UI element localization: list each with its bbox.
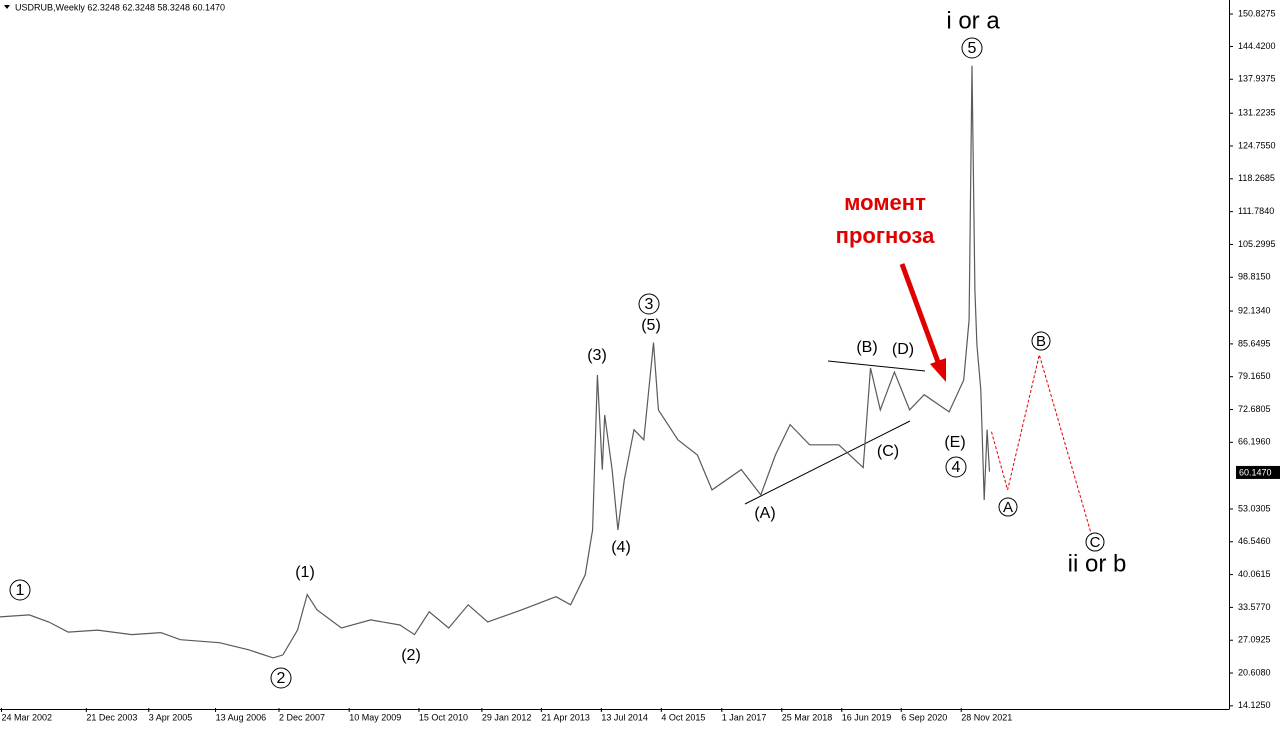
wave-circle bbox=[998, 497, 1018, 517]
wave-label: (1) bbox=[295, 564, 315, 581]
x-tick-label: 6 Sep 2020 bbox=[901, 712, 947, 722]
header-icon bbox=[4, 5, 10, 9]
x-tick-label: 29 Jan 2012 bbox=[482, 712, 532, 722]
wave-label: A bbox=[1003, 499, 1013, 516]
y-tick-label: 46.5460 bbox=[1238, 536, 1271, 546]
wave-label: (B) bbox=[856, 339, 877, 356]
wave-label: (D) bbox=[892, 341, 914, 358]
wave-label: 4 bbox=[952, 459, 961, 476]
y-tick-label: 92.1340 bbox=[1238, 305, 1271, 315]
y-tick-label: 14.1250 bbox=[1238, 700, 1271, 710]
x-tick-label: 2 Dec 2007 bbox=[279, 712, 325, 722]
wave-label: B bbox=[1036, 333, 1046, 350]
forecast-arrowhead bbox=[930, 358, 946, 382]
x-tick-label: 13 Aug 2006 bbox=[216, 712, 267, 722]
y-tick-label: 137.9375 bbox=[1238, 74, 1276, 84]
x-tick-label: 21 Apr 2013 bbox=[541, 712, 590, 722]
forecast-note: прогноза bbox=[836, 223, 935, 248]
y-tick-label: 53.0305 bbox=[1238, 503, 1271, 513]
wave-degree-label: ii or b bbox=[1068, 550, 1127, 577]
x-tick-label: 10 May 2009 bbox=[349, 712, 401, 722]
current-price-box bbox=[1236, 465, 1280, 479]
x-tick-label: 13 Jul 2014 bbox=[601, 712, 648, 722]
wave-label: 2 bbox=[277, 670, 286, 687]
forecast-arrow bbox=[899, 263, 941, 363]
wave-circle bbox=[1085, 532, 1105, 552]
wave-circle bbox=[945, 456, 967, 478]
x-tick-label: 28 Nov 2021 bbox=[961, 712, 1012, 722]
y-tick-label: 118.2685 bbox=[1238, 173, 1275, 183]
y-tick-label: 111.7840 bbox=[1238, 206, 1274, 216]
y-tick-label: 98.8150 bbox=[1238, 272, 1271, 282]
forecast-note: момент bbox=[844, 190, 926, 215]
x-tick-label: 25 Mar 2018 bbox=[782, 712, 833, 722]
wave-label: (4) bbox=[611, 539, 631, 556]
y-tick-label: 144.4200 bbox=[1238, 41, 1276, 51]
y-tick-label: 124.7550 bbox=[1238, 140, 1276, 150]
x-tick-label: 24 Mar 2002 bbox=[1, 712, 52, 722]
x-tick-label: 21 Dec 2003 bbox=[86, 712, 137, 722]
y-tick-label: 40.0615 bbox=[1238, 569, 1271, 579]
y-tick-label: 131.2235 bbox=[1238, 108, 1276, 118]
triangle-upper-line bbox=[827, 360, 926, 372]
wave-circle bbox=[270, 667, 292, 689]
y-tick-label: 20.6080 bbox=[1238, 667, 1271, 677]
y-tick-label: 66.1960 bbox=[1238, 437, 1271, 447]
y-tick-label: 27.0925 bbox=[1238, 635, 1271, 645]
y-tick-label: 72.6805 bbox=[1238, 404, 1271, 414]
wave-label: (3) bbox=[587, 347, 607, 364]
wave-label: (5) bbox=[641, 317, 661, 334]
wave-circle bbox=[9, 579, 31, 601]
wave-label: 3 bbox=[645, 296, 654, 313]
wave-label: (A) bbox=[754, 505, 775, 522]
wave-degree-label: i or a bbox=[946, 7, 1000, 34]
wave-label: (2) bbox=[401, 647, 421, 664]
triangle-lower-line bbox=[744, 420, 911, 505]
y-tick-label: 150.8275 bbox=[1238, 8, 1276, 18]
current-price-label: 60.1470 bbox=[1239, 467, 1272, 477]
wave-label: 5 bbox=[968, 40, 977, 57]
wave-circle bbox=[961, 37, 983, 59]
x-tick-label: 1 Jan 2017 bbox=[722, 712, 767, 722]
wave-circle bbox=[1031, 331, 1051, 351]
wave-circle bbox=[638, 293, 660, 315]
x-tick-label: 15 Oct 2010 bbox=[419, 712, 468, 722]
x-tick-label: 3 Apr 2005 bbox=[149, 712, 193, 722]
wave-label: C bbox=[1090, 534, 1101, 551]
y-tick-label: 85.6495 bbox=[1238, 338, 1271, 348]
header: USDRUB,Weekly 62.3248 62.3248 58.3248 60… bbox=[15, 2, 225, 12]
x-tick-label: 16 Jun 2019 bbox=[842, 712, 892, 722]
x-tick-label: 4 Oct 2015 bbox=[661, 712, 705, 722]
wave-label: (E) bbox=[944, 434, 965, 451]
y-tick-label: 79.1650 bbox=[1238, 371, 1271, 381]
price-line bbox=[0, 65, 991, 659]
wave-label: 1 bbox=[16, 582, 25, 599]
y-tick-label: 33.5770 bbox=[1238, 602, 1271, 612]
forecast-line bbox=[991, 352, 1092, 536]
y-tick-label: 105.2995 bbox=[1238, 239, 1276, 249]
wave-label: (C) bbox=[877, 443, 899, 460]
